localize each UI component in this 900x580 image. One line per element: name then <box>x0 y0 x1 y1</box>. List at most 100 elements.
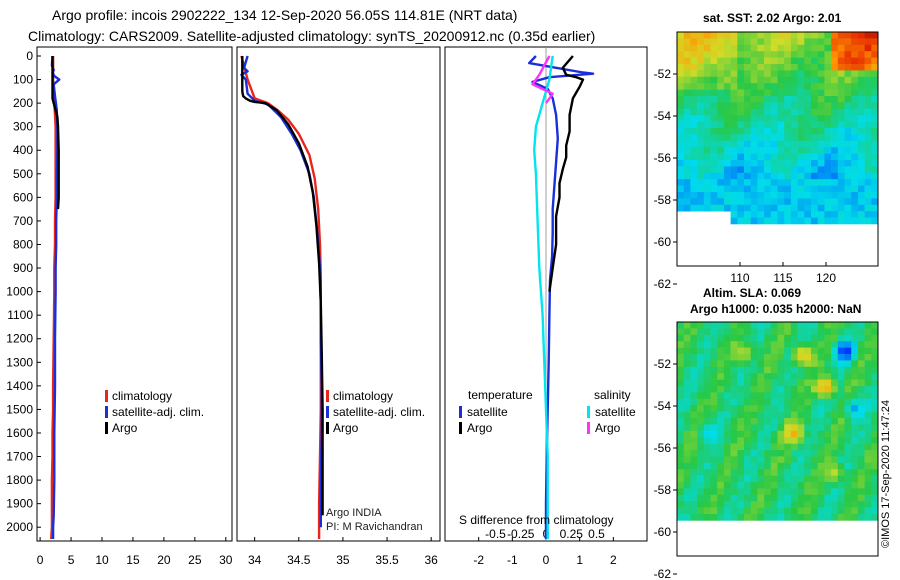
sst-cell <box>851 44 859 52</box>
sst-cell <box>824 64 832 71</box>
sla-cell <box>703 392 711 400</box>
temperature-series <box>50 55 61 540</box>
sst-cell <box>744 185 751 193</box>
legend-swatch-climatology <box>105 390 108 402</box>
sst-cell <box>777 198 785 206</box>
sst-cell <box>777 192 785 199</box>
sla-cell <box>697 405 705 412</box>
sla-cell <box>717 341 725 348</box>
sla-cell <box>690 507 698 515</box>
sst-cell <box>690 96 698 103</box>
sla-cell <box>710 411 718 419</box>
sla-cell <box>737 424 745 432</box>
sla-cell <box>723 443 731 451</box>
sst-cell <box>857 185 865 193</box>
sla-cell <box>837 494 845 502</box>
sla-cell <box>811 341 818 348</box>
sla-cell <box>851 411 859 419</box>
sst-cell <box>690 185 698 193</box>
sst-cell <box>737 140 745 148</box>
sla-cell <box>851 360 859 368</box>
sst-cell <box>750 32 758 39</box>
sla-cell <box>770 398 778 406</box>
sst-cell <box>677 153 684 161</box>
sst-cell <box>784 185 792 193</box>
sla-cell <box>730 475 738 483</box>
sla-cell <box>723 488 731 496</box>
sst-cell <box>817 172 825 180</box>
sla-cell <box>817 430 825 438</box>
lat-tick-label: -52 <box>654 67 672 81</box>
legend-label-satellite: satellite-adj. clim. <box>112 405 204 419</box>
sst-cell <box>717 115 725 122</box>
sla-cell <box>737 437 745 444</box>
sst-cell <box>831 76 839 84</box>
sla-cell <box>730 501 738 508</box>
sla-cell <box>844 392 852 400</box>
sst-cell <box>710 44 718 52</box>
sst-cell <box>737 83 745 90</box>
sla-cell <box>697 392 705 400</box>
sst-cell <box>824 211 832 218</box>
sst-cell <box>777 96 785 103</box>
sst-cell <box>677 160 684 167</box>
sst-cell <box>831 83 839 90</box>
sst-cell <box>777 172 785 180</box>
sla-cell <box>790 392 798 400</box>
sst-cell <box>683 102 691 110</box>
sst-cell <box>764 64 772 71</box>
legend-label-temp-argo: Argo <box>467 421 493 435</box>
sla-cell <box>703 501 711 508</box>
sla-cell <box>757 405 765 412</box>
sst-cell <box>797 166 805 174</box>
sst-cell <box>857 51 865 58</box>
sla-cell <box>697 334 705 342</box>
sla-cell <box>677 501 684 508</box>
sst-cell <box>677 89 684 97</box>
sla-cell <box>817 411 825 419</box>
sla-cell <box>710 424 718 432</box>
sst-cell <box>757 51 765 58</box>
sla-cell <box>790 507 798 515</box>
sla-cell <box>697 347 705 355</box>
sla-cell <box>864 456 872 464</box>
sla-cell <box>750 398 758 406</box>
sla-cell <box>831 450 839 457</box>
sst-cell <box>723 140 731 148</box>
sla-cell <box>857 450 865 457</box>
sla-cell <box>857 469 865 476</box>
sst-cell <box>857 160 865 167</box>
sst-cell <box>831 102 839 110</box>
sst-cell <box>757 102 765 110</box>
sla-cell <box>703 398 711 406</box>
legend-swatch-satellite <box>326 406 329 418</box>
sst-cell <box>677 147 684 154</box>
sst-cell <box>851 64 859 71</box>
sst-cell <box>750 115 758 122</box>
sst-cell <box>790 115 798 122</box>
sst-cell <box>737 32 745 39</box>
sla-cell <box>777 430 785 438</box>
sla-map: -52-54-56-58-60-62 <box>654 321 879 580</box>
sla-cell <box>744 418 751 425</box>
sla-cell <box>777 462 785 470</box>
sla-cell <box>804 424 812 432</box>
sla-cell <box>697 398 705 406</box>
sla-cell <box>831 456 839 464</box>
sla-cell <box>811 469 818 476</box>
sla-cell <box>824 328 832 336</box>
sla-cell <box>804 418 812 425</box>
sla-cell <box>717 488 725 496</box>
sst-cell <box>777 217 785 225</box>
sst-cell <box>750 179 758 186</box>
sst-cell <box>717 185 725 193</box>
sla-cell <box>817 392 825 400</box>
sla-cell <box>851 366 859 374</box>
legend-label-argo: Argo <box>333 421 359 435</box>
sst-cell <box>831 89 839 97</box>
sla-cell <box>811 437 818 444</box>
sst-cell <box>757 64 765 71</box>
sla-cell <box>697 411 705 419</box>
sst-cell <box>817 44 825 52</box>
sst-cell <box>737 57 745 65</box>
